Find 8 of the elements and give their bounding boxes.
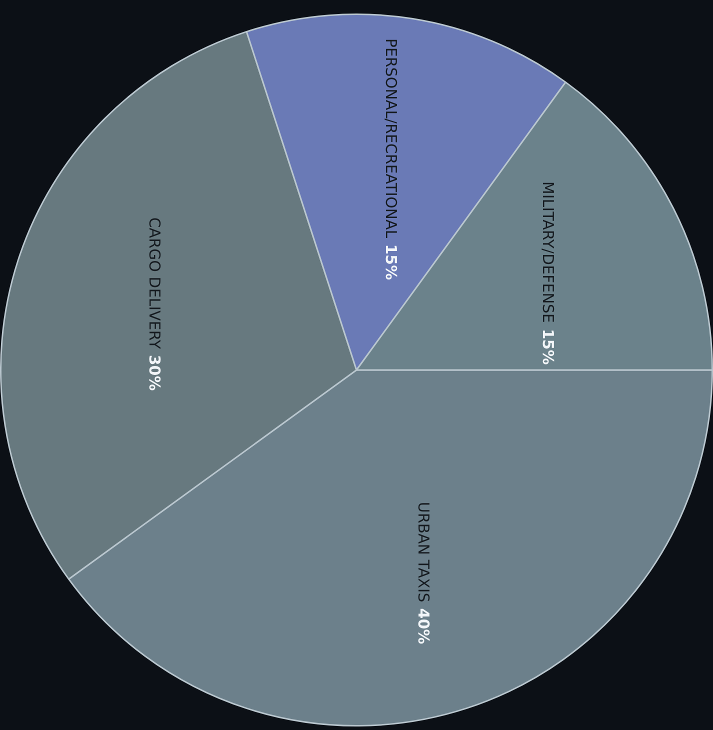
slice-label: PERSONAL/RECREATIONAL [382,38,400,239]
slice-label: URBAN TAXIS [414,502,433,602]
data-label: 15% [382,244,400,280]
data-label: 30% [146,354,164,391]
data-label: 40% [414,608,433,644]
data-label: 15% [538,328,557,365]
slice-label: MILITARY/DEFENSE [538,181,557,323]
slice-label: CARGO DELIVERY [146,217,164,350]
